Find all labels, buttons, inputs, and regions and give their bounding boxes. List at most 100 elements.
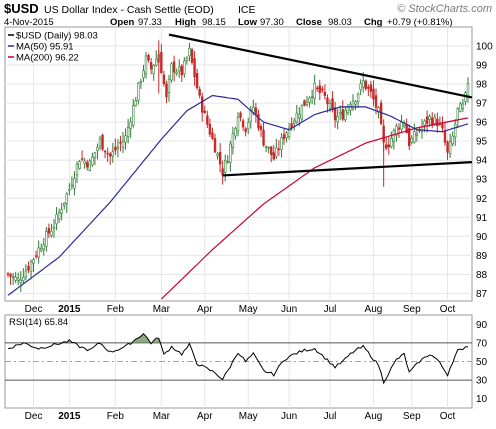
price-y-tick-label: 97 <box>476 99 488 110</box>
candle-body <box>244 128 247 133</box>
price-y-tick-label: 89 <box>476 251 488 262</box>
ma50-line <box>7 94 469 296</box>
quote-high-label: High <box>175 17 196 28</box>
candle-body <box>203 110 206 113</box>
candle-body <box>385 144 388 149</box>
candle-body <box>287 127 291 137</box>
candle-body <box>374 95 378 108</box>
candle-body <box>75 163 79 176</box>
candle-body <box>454 123 457 138</box>
price-y-tick-label: 94 <box>476 156 488 167</box>
candle-body <box>167 78 171 93</box>
candle-body <box>63 202 66 206</box>
rsi-title: RSI(14) 65.84 <box>9 317 68 328</box>
rsi-x-tick-label: Dec <box>25 411 43 422</box>
price-y-tick-label: 88 <box>476 270 488 281</box>
price-y-tick-label: 92 <box>476 194 488 205</box>
candle-body <box>415 133 419 136</box>
rsi-panel: 10 30 50 70 90 Dec 2015 Feb Mar Apr May Jun Jul Aug S… <box>4 314 488 422</box>
candle-body <box>218 151 222 165</box>
candle-body <box>466 83 470 98</box>
rsi-overbought-fill <box>64 333 162 343</box>
candle-body <box>221 168 224 176</box>
candle-body <box>328 102 332 109</box>
candle-body <box>333 107 337 121</box>
candle-body <box>451 135 454 145</box>
quote-chg-label: Chg <box>364 17 383 28</box>
candle-body <box>88 160 91 171</box>
candle-body <box>22 277 25 281</box>
candle-body <box>134 100 137 106</box>
candle-body <box>208 123 212 135</box>
candle-body <box>341 109 344 120</box>
candle-body <box>170 63 173 81</box>
rsi-y-tick-label: 10 <box>476 394 488 405</box>
candle-body <box>162 74 166 85</box>
candle-body <box>428 116 431 120</box>
candle-body <box>400 121 403 130</box>
candle-body <box>331 98 334 111</box>
candle-body <box>190 49 194 63</box>
candle-body <box>367 86 370 89</box>
trendlines <box>168 33 473 177</box>
candle-body <box>37 247 40 258</box>
rsi-x-tick-label: 2015 <box>58 411 81 422</box>
price-x-tick-label: 2015 <box>58 304 81 315</box>
candle-body <box>152 65 155 74</box>
candle-body <box>443 130 447 143</box>
candle-body <box>193 58 196 78</box>
candle-body <box>231 133 235 148</box>
candle-body <box>201 96 204 113</box>
candle-body <box>431 117 434 125</box>
candle-body <box>195 73 199 89</box>
candle-body <box>183 60 186 75</box>
price-y-axis: 87 88 89 90 91 92 93 94 95 96 97 98 99 100 <box>476 42 493 300</box>
candle-body <box>369 84 373 92</box>
quote-chg-value: +0.79 (+0.81%) <box>387 17 453 28</box>
candle-body <box>410 137 413 143</box>
trendline-lower <box>222 160 473 177</box>
candle-body <box>313 82 316 99</box>
candle-body <box>172 61 176 73</box>
candle-body <box>185 57 189 61</box>
price-y-tick-label: 99 <box>476 61 488 72</box>
quote-low-label: Low <box>238 17 258 28</box>
candle-body <box>106 152 109 155</box>
rsi-x-tick-label: Feb <box>107 411 125 422</box>
candle-body <box>351 100 355 109</box>
candle-body <box>290 123 293 129</box>
candle-body <box>316 87 319 89</box>
candle-body <box>321 88 324 91</box>
candle-body <box>436 118 439 127</box>
candle-body <box>280 137 283 151</box>
candle-body <box>52 226 56 229</box>
ma200-line <box>160 117 469 300</box>
candle-body <box>364 80 367 89</box>
candle-body <box>129 121 132 129</box>
candle-body <box>362 80 365 88</box>
candle-body <box>448 141 452 154</box>
candle-body <box>124 135 127 143</box>
candle-body <box>111 151 114 157</box>
candle-body <box>80 158 84 160</box>
trendline-upper <box>168 33 473 99</box>
candle-body <box>6 273 10 275</box>
quote-open-label: Open <box>110 17 134 28</box>
candle-body <box>42 244 45 250</box>
candle-body <box>34 255 38 257</box>
candle-body <box>254 107 258 115</box>
rsi-x-tick-label: Apr <box>197 411 213 422</box>
rsi-x-tick-label: Jul <box>324 411 337 422</box>
candle-body <box>9 274 12 277</box>
candle-body <box>275 147 278 157</box>
candle-body <box>446 141 449 153</box>
candle-body <box>300 105 304 120</box>
candle-body <box>109 153 112 157</box>
candle-body <box>433 116 436 125</box>
candle-body <box>339 112 342 115</box>
candle-body <box>272 152 275 160</box>
quote-low-value: 97.30 <box>260 17 284 28</box>
candle-body <box>234 128 237 137</box>
candle-body <box>270 146 273 155</box>
